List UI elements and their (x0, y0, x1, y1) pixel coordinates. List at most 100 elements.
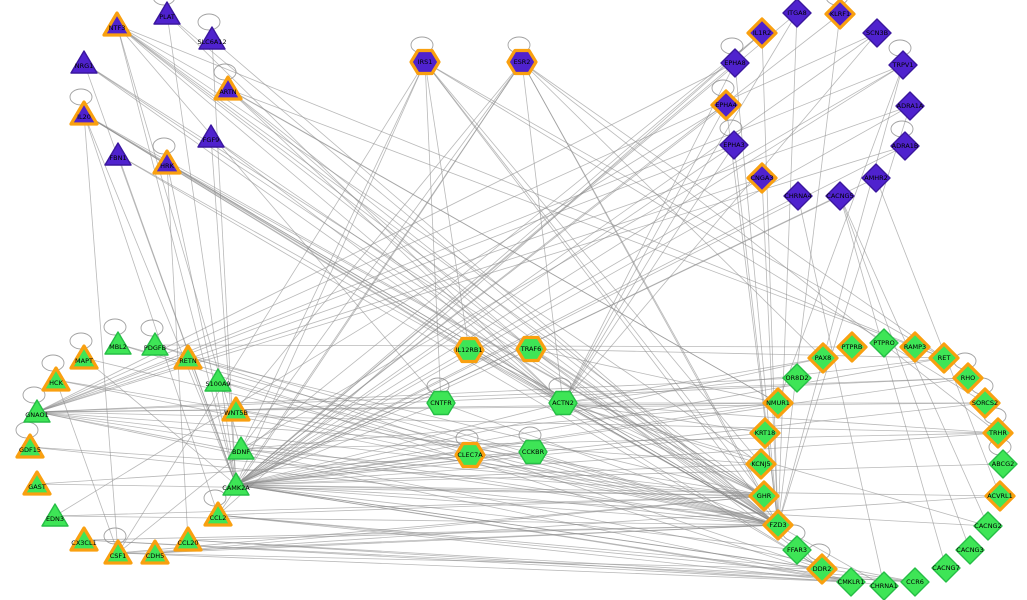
node-CCL20[interactable]: CCL20 (173, 526, 203, 552)
node-CACNG3[interactable]: CACNG3 (955, 535, 985, 565)
node-shape-GHR[interactable] (748, 480, 780, 512)
node-CACNG5[interactable]: CACNG5 (825, 181, 855, 211)
node-PTPRO[interactable]: PTPRO (869, 328, 899, 358)
node-shape-BDNF[interactable] (227, 436, 255, 460)
node-shape-EPHA3[interactable] (719, 130, 749, 160)
node-CNTFR[interactable]: CNTFR (426, 390, 456, 416)
node-shape-MAPT[interactable] (69, 344, 99, 370)
node-CCL2[interactable]: CCL2 (203, 501, 233, 527)
node-shape-IL12RB1[interactable] (453, 336, 485, 364)
node-shape-SORCS2[interactable] (969, 387, 1001, 419)
node-shape-ACTN2[interactable] (548, 390, 578, 416)
node-shape-GAST[interactable] (22, 470, 52, 496)
node-shape-CNGA3[interactable] (746, 162, 778, 194)
node-ACVRL1[interactable]: ACVRL1 (984, 480, 1016, 512)
node-FGF9[interactable]: FGF9 (197, 124, 225, 148)
node-shape-PTPRO[interactable] (869, 328, 899, 358)
node-CACNG7[interactable]: CACNG7 (931, 553, 961, 583)
node-IRS1[interactable]: IRS1 (409, 48, 441, 76)
node-shape-ADRA1A[interactable] (895, 91, 925, 121)
node-shape-NTF3[interactable] (102, 11, 132, 37)
node-shape-IL20[interactable] (69, 100, 99, 126)
node-shape-CCL20[interactable] (173, 526, 203, 552)
node-MBL2[interactable]: MBL2 (104, 331, 132, 355)
node-shape-TRHR[interactable] (982, 417, 1014, 449)
node-ITGA8[interactable]: ITGA8 (782, 0, 812, 28)
node-shape-RAMP3[interactable] (899, 331, 931, 363)
node-TRAF6[interactable]: TRAF6 (515, 335, 547, 363)
node-shape-PLAT[interactable] (153, 1, 181, 25)
node-shape-CAMK2A[interactable] (222, 472, 250, 496)
node-shape-ESR2[interactable] (506, 48, 538, 76)
node-HCK[interactable]: HCK (41, 366, 71, 392)
node-shape-S100A9[interactable] (204, 368, 232, 392)
node-GDF15[interactable]: GDF15 (15, 433, 45, 459)
node-shape-KCNJ5[interactable] (745, 448, 777, 480)
node-SCN3B[interactable]: SCN3B (862, 18, 892, 48)
node-shape-FZD3[interactable] (762, 509, 794, 541)
node-PLAT[interactable]: PLAT (153, 1, 181, 25)
node-MAPT[interactable]: MAPT (69, 344, 99, 370)
node-shape-TRAF6[interactable] (515, 335, 547, 363)
node-ADRA1A[interactable]: ADRA1A (895, 91, 925, 121)
node-shape-FBN1[interactable] (104, 142, 132, 166)
node-shape-ABCG2[interactable] (988, 449, 1018, 479)
node-NRG1[interactable]: NRG1 (70, 50, 98, 74)
node-CMKLR1[interactable]: CMKLR1 (836, 567, 866, 597)
node-IL1R2[interactable]: IL1R2 (746, 17, 778, 49)
node-TRPV1[interactable]: TRPV1 (888, 50, 918, 80)
node-PTPRB[interactable]: PTPRB (836, 331, 868, 363)
node-shape-CACNG5[interactable] (825, 181, 855, 211)
node-CCR6[interactable]: CCR6 (900, 567, 930, 597)
node-shape-EPHA8[interactable] (720, 48, 750, 78)
node-OR8D2[interactable]: OR8D2 (782, 363, 812, 393)
node-shape-SCN3B[interactable] (862, 18, 892, 48)
node-PDGFB[interactable]: PDGFB (141, 332, 169, 356)
node-shape-HCK[interactable] (41, 366, 71, 392)
node-shape-CNTFR[interactable] (426, 390, 456, 416)
node-KLRF1[interactable]: KLRF1 (824, 0, 856, 30)
node-shape-GDF15[interactable] (15, 433, 45, 459)
node-shape-EPHA4[interactable] (710, 89, 742, 121)
node-EDN3[interactable]: EDN3 (41, 503, 69, 527)
node-shape-CDH5[interactable] (140, 539, 170, 565)
node-shape-RETN[interactable] (173, 344, 203, 370)
node-CNGA3[interactable]: CNGA3 (746, 162, 778, 194)
node-shape-CHRNA4[interactable] (783, 181, 813, 211)
node-shape-FGF9[interactable] (197, 124, 225, 148)
node-shape-CCKBR[interactable] (518, 439, 548, 465)
node-shape-EDN3[interactable] (41, 503, 69, 527)
node-shape-CHRNA1[interactable] (869, 571, 899, 600)
node-shape-NMUR1[interactable] (762, 387, 794, 419)
node-shape-TRPV1[interactable] (888, 50, 918, 80)
node-SLC6A12[interactable]: SLC6A12 (197, 26, 227, 50)
node-HRK[interactable]: HRK (152, 149, 182, 175)
node-CHRNA4[interactable]: CHRNA4 (783, 181, 813, 211)
node-shape-HRK[interactable] (152, 149, 182, 175)
node-shape-RHO[interactable] (952, 362, 984, 394)
node-ESR2[interactable]: ESR2 (506, 48, 538, 76)
node-GNAO1[interactable]: GNAO1 (23, 399, 51, 423)
node-ABCG2[interactable]: ABCG2 (988, 449, 1018, 479)
node-shape-ACVRL1[interactable] (984, 480, 1016, 512)
node-shape-PAX8[interactable] (807, 342, 839, 374)
node-CCKBR[interactable]: CCKBR (518, 439, 548, 465)
node-shape-IRS1[interactable] (409, 48, 441, 76)
node-CLEC7A[interactable]: CLEC7A (454, 441, 486, 469)
node-ADRA1B[interactable]: ADRA1B (890, 131, 920, 161)
node-GAST[interactable]: GAST (22, 470, 52, 496)
node-shape-AMHR2[interactable] (861, 163, 891, 193)
node-shape-CACNG3[interactable] (955, 535, 985, 565)
node-ARTN[interactable]: ARTN (213, 75, 243, 101)
node-shape-CACNG2[interactable] (973, 511, 1003, 541)
node-shape-KLRF1[interactable] (824, 0, 856, 30)
node-shape-CCR6[interactable] (900, 567, 930, 597)
node-shape-PDGFB[interactable] (141, 332, 169, 356)
node-shape-SLC6A12[interactable] (198, 26, 226, 50)
node-shape-IL1R2[interactable] (746, 17, 778, 49)
node-shape-KRT18[interactable] (749, 417, 781, 449)
node-shape-MBL2[interactable] (104, 331, 132, 355)
node-FBN1[interactable]: FBN1 (104, 142, 132, 166)
